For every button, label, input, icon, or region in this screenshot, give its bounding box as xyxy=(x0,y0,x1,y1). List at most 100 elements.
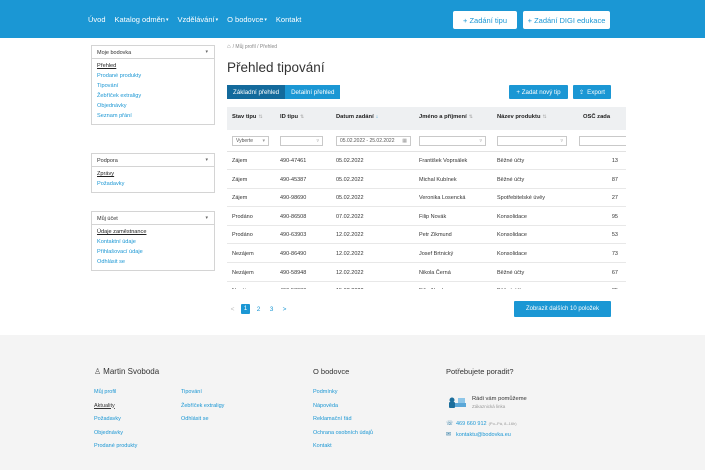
filter-icon: ▿ xyxy=(560,138,563,144)
table-cell: 12.02.2022 xyxy=(336,232,364,239)
table-row[interactable]: Zájem 490-45387 05.02.2022 Michal Kubínek Bě… xyxy=(227,171,626,189)
table-cell: 05.02.2022 xyxy=(336,158,364,164)
table-cell: Spotřebitelské úvěy xyxy=(497,195,545,202)
chevron-down-icon: ▾ xyxy=(205,215,208,221)
pager-next[interactable]: > xyxy=(282,305,287,313)
chevron-down-icon: ▾ xyxy=(205,49,208,55)
date-range-input[interactable]: 05.02.2022 - 25.02.2022 ▦ xyxy=(336,136,411,146)
column-header-jmeno[interactable]: Jméno a příjmení ⇅ xyxy=(419,114,473,120)
column-header-osc[interactable]: OSČ zada xyxy=(583,114,611,120)
footer-link[interactable]: Můj profil xyxy=(94,389,117,395)
sidebar-item-prehled[interactable]: Přehled xyxy=(97,63,117,69)
table-row[interactable]: Zájem 490-98690 05.02.2022 Veronika Losenck… xyxy=(227,189,626,208)
footer-link[interactable]: Žebříček extraligy xyxy=(181,402,225,409)
footer-link[interactable]: Podmínky xyxy=(313,389,338,395)
chevron-down-icon: ▾ xyxy=(215,17,219,23)
tab-zakladni-prehled[interactable]: Základní přehled xyxy=(227,85,286,99)
pager-page-1[interactable]: 1 xyxy=(241,304,250,314)
sidebar-item-tipovani[interactable]: Tipování xyxy=(97,83,119,89)
sidebar-item-pozadavky[interactable]: Požadavky xyxy=(97,181,125,187)
support-illustration-icon xyxy=(449,397,466,408)
nav-item-kontakt[interactable]: Kontakt xyxy=(275,15,302,24)
pager-prev[interactable]: < xyxy=(230,305,235,313)
sidebar-select-moje-bodovka[interactable]: Moje bodovka ▾ xyxy=(92,46,214,59)
sidebar-item-objednavky[interactable]: Objednávky xyxy=(97,103,127,109)
sidebar-item-zpravy[interactable]: Zprávy xyxy=(97,171,115,177)
sort-icon: ⇅ xyxy=(300,114,305,120)
table-row[interactable]: Prodáno 490-86508 07.02.2022 Filip Novák Kon… xyxy=(227,208,626,226)
top-navbar: Úvod Katalog odměn▾ Vzdělávání▾ O bodovc… xyxy=(0,0,705,38)
chevron-down-icon: ▾ xyxy=(262,138,265,144)
footer-heading-help: Potřebujete poradit? xyxy=(446,367,514,376)
table-cell: Konsolidace xyxy=(497,251,527,257)
column-header-id[interactable]: ID tipu ⇅ xyxy=(280,114,305,120)
phone-contact[interactable]: ☏ 469 660 912 (Po–Pá, 8–16h) xyxy=(446,420,517,428)
footer-link[interactable]: Ochrana osobních údajů xyxy=(313,429,373,436)
filter-row: Vyberte ▾ ▿ 05.02.2022 - 25.02.2022 ▦ ▿ ▿ xyxy=(227,130,626,152)
sidebar-item-kontaktni-udaje[interactable]: Kontaktní údaje xyxy=(97,239,136,245)
pager-page-2[interactable]: 2 xyxy=(256,305,261,313)
table-cell: Konsolidace xyxy=(497,232,527,239)
sidebar-item-zebricek[interactable]: Žebříček extraligy xyxy=(97,93,142,99)
footer-col-tips: Tipování Žebříček extraligy Odhlásit se xyxy=(181,386,224,427)
sidebar-item-prihlasovaci-udaje[interactable]: Přihlašovací údaje xyxy=(97,249,143,255)
status-filter-select[interactable]: Vyberte ▾ xyxy=(232,136,269,146)
column-header-datum[interactable]: Datum zadání ↓ xyxy=(336,114,379,120)
sidebar-box-podpora: Podpora ▾ Zprávy Požadavky xyxy=(91,153,215,193)
add-digi-edukace-button[interactable]: + Zadání DIGI edukace xyxy=(523,11,610,29)
table-cell: 15.02.2022 xyxy=(336,288,364,289)
nav-item-vzdelavani[interactable]: Vzdělávání▾ xyxy=(177,15,219,24)
osc-filter-input[interactable] xyxy=(579,136,626,146)
nav-item-o-bodovce[interactable]: O bodovce▾ xyxy=(227,15,267,24)
column-header-stav[interactable]: Stav tipu ⇅ xyxy=(232,114,263,120)
table-cell: Zájem xyxy=(232,158,248,164)
table-row[interactable]: Zájem 490-47461 05.02.2022 František Voprsá… xyxy=(227,152,626,170)
email-contact[interactable]: ✉ kontaktu@bodovka.eu xyxy=(446,431,511,439)
export-button[interactable]: ⇪ Export xyxy=(573,85,611,99)
table-row[interactable]: Nezájem 490-58930 15.02.2022 Filip Abraham B… xyxy=(227,282,626,289)
footer-link[interactable]: Tipování xyxy=(181,389,202,395)
footer-link[interactable]: Nápověda xyxy=(313,402,339,409)
sidebar-select-podpora[interactable]: Podpora ▾ xyxy=(92,154,214,167)
footer-link[interactable]: Objednávky xyxy=(94,429,124,436)
table-cell: 490-86490 xyxy=(280,251,307,257)
footer-link[interactable]: Požadavky xyxy=(94,416,121,422)
footer-link[interactable]: Odhlásit se xyxy=(181,416,209,422)
add-tip-button[interactable]: + Zadání tipu xyxy=(453,11,517,29)
table-cell: Běžné účty xyxy=(497,288,524,289)
home-icon[interactable]: ⌂ xyxy=(227,44,231,50)
table-row[interactable]: Prodáno 490-63903 12.02.2022 Petr Zikmund Ko… xyxy=(227,226,626,245)
table-cell: Josef Brtnický xyxy=(419,251,454,257)
pager-page-3[interactable]: 3 xyxy=(269,305,274,313)
table-cell: Zájem xyxy=(232,176,248,183)
table-header: Stav tipu ⇅ ID tipu ⇅ Datum zadání ↓ Jméno … xyxy=(227,107,626,130)
nav-item-uvod[interactable]: Úvod xyxy=(88,15,106,24)
sidebar-item-prodane-produkty[interactable]: Prodané produkty xyxy=(97,73,142,79)
show-more-button[interactable]: Zobrazit dalších 10 položek xyxy=(514,301,611,317)
footer-link[interactable]: Prodané produkty xyxy=(94,443,138,449)
user-icon: ♙ xyxy=(94,367,102,376)
tips-table: Stav tipu ⇅ ID tipu ⇅ Datum zadání ↓ Jméno … xyxy=(227,107,626,289)
view-tabs: Základní přehled Detailní přehled xyxy=(227,85,341,99)
table-cell: Konsolidace xyxy=(497,213,527,220)
table-cell: Filip Novák xyxy=(419,213,447,220)
new-tip-button[interactable]: + Zadat nový tip xyxy=(509,85,568,99)
id-filter-input[interactable]: ▿ xyxy=(280,136,323,146)
sidebar-item-udaje-zamestnance[interactable]: Údaje zaměstnance xyxy=(97,229,147,235)
footer-link[interactable]: Aktuality xyxy=(94,402,115,409)
name-filter-input[interactable]: ▿ xyxy=(419,136,486,146)
product-filter-input[interactable]: ▿ xyxy=(497,136,567,146)
nav-item-katalog[interactable]: Katalog odměn▾ xyxy=(114,15,169,24)
table-cell: 53 xyxy=(611,232,618,239)
tab-detailni-prehled[interactable]: Detailní přehled xyxy=(285,85,341,99)
footer-link[interactable]: Kontakt xyxy=(313,443,332,449)
footer-link[interactable]: Reklamační řád xyxy=(313,416,352,422)
footer-col-about: Podmínky Nápověda Reklamační řád Ochrana… xyxy=(313,386,373,454)
table-row[interactable]: Nezájem 490-86490 12.02.2022 Josef Brtnický… xyxy=(227,245,626,263)
sidebar-item-odhlasit[interactable]: Odhlásit se xyxy=(97,259,125,265)
column-header-produkt[interactable]: Název produktu ⇅ xyxy=(497,114,547,120)
sidebar-select-muj-ucet[interactable]: Můj účet ▾ xyxy=(92,212,214,225)
table-cell: Zájem xyxy=(232,195,248,202)
sidebar-item-seznam-prani[interactable]: Seznam přání xyxy=(97,113,132,119)
table-row[interactable]: Nezájem 490-58948 12.02.2022 Nikola Černá Bě… xyxy=(227,264,626,282)
